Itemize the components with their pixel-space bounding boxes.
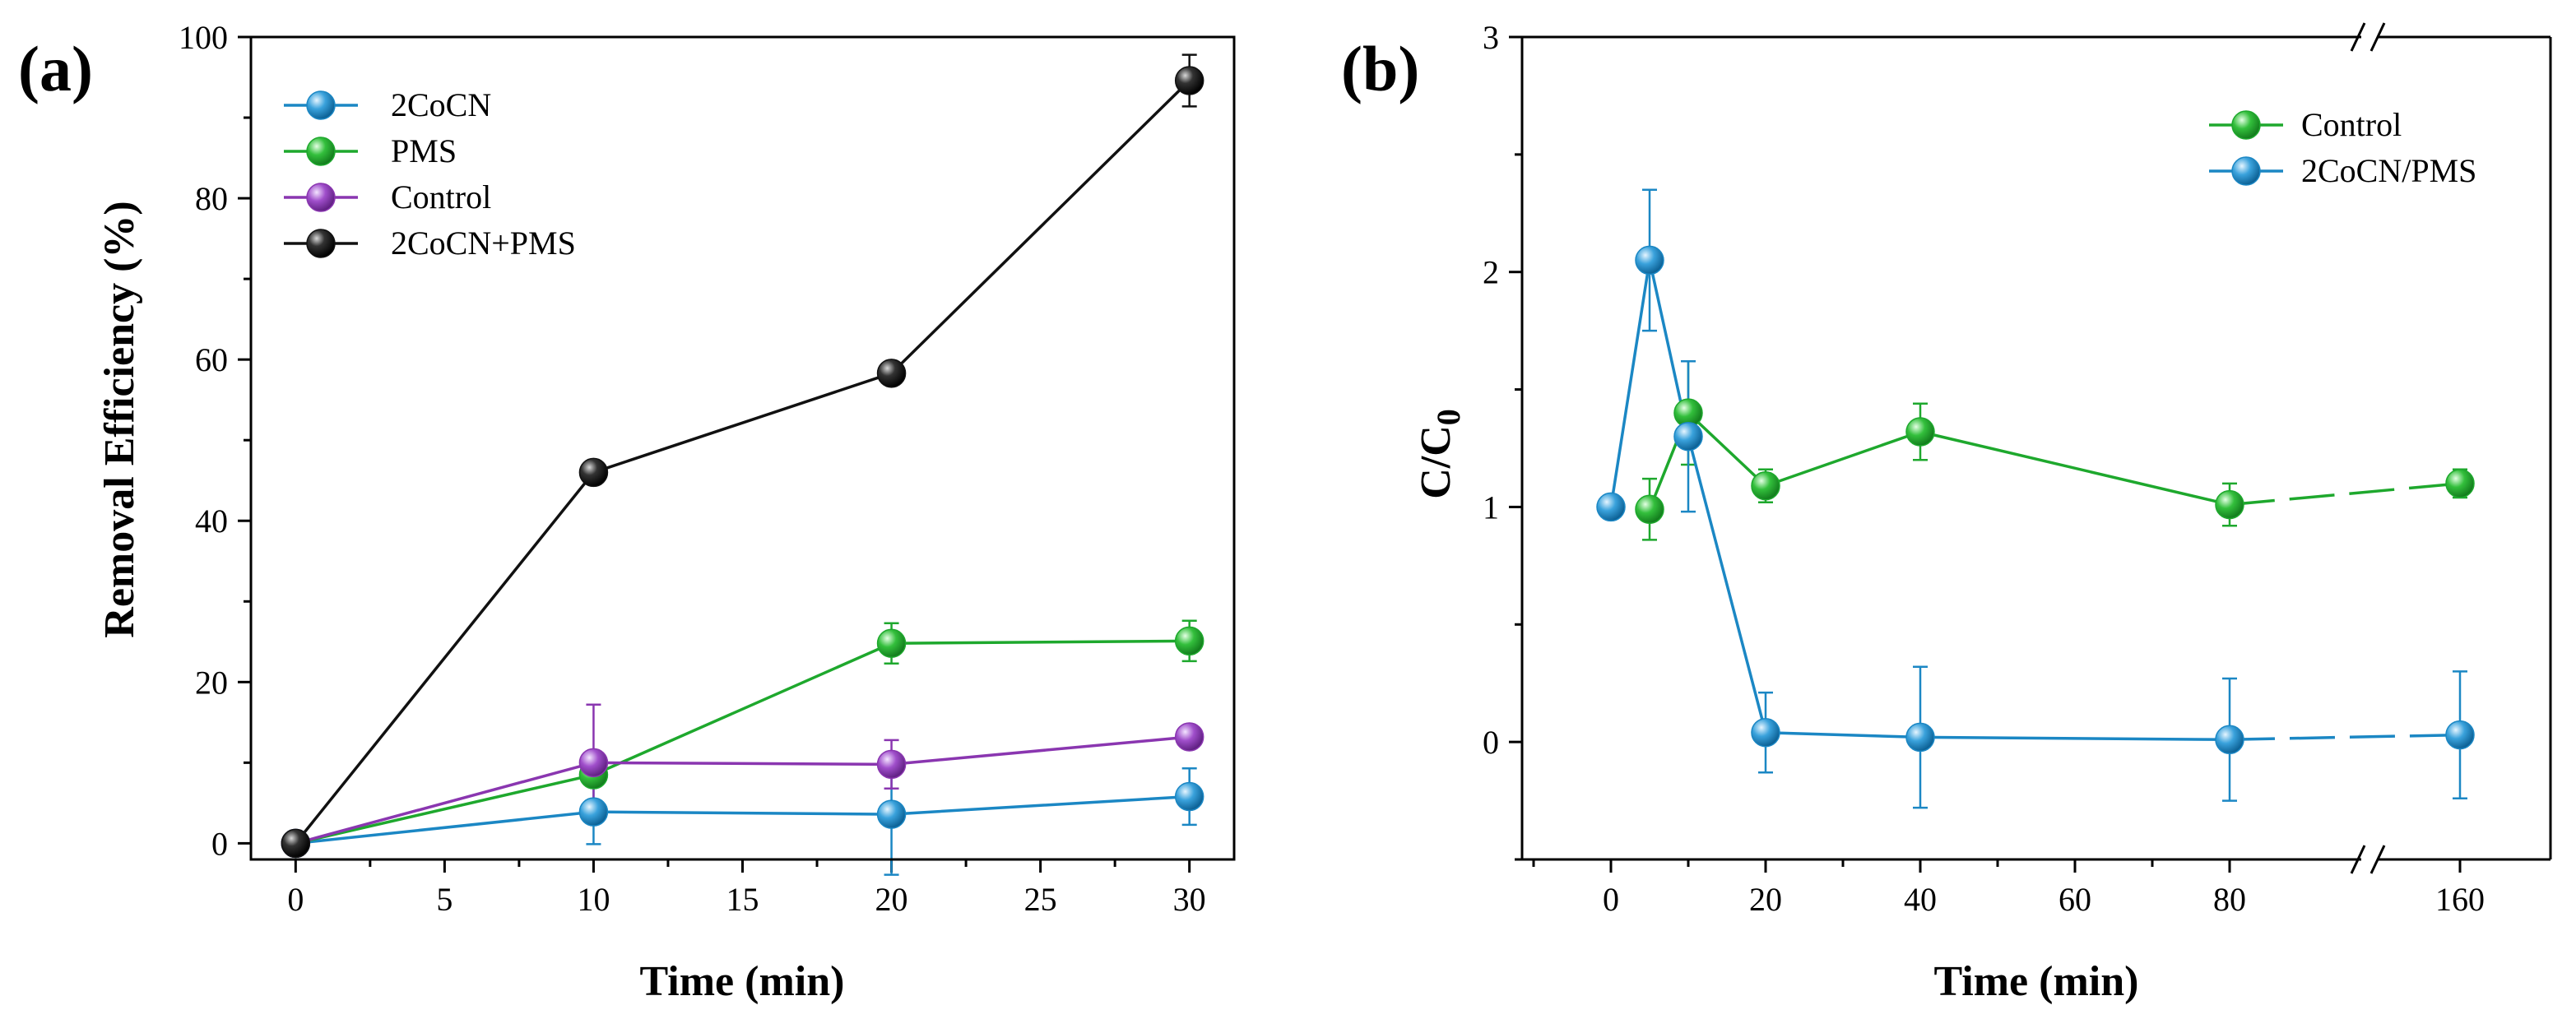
series-line-2cocn-pms — [2229, 733, 2461, 742]
data-point-control — [578, 748, 609, 778]
panel-b-xtick-label: 20 — [1749, 881, 1782, 918]
panel-b-ytick-label: 2 — [1483, 254, 1499, 291]
panel-b-yaxis-title-main: C/C — [1413, 425, 1460, 499]
data-point-2cocn-pms — [1673, 421, 1703, 452]
panel-b-xtick-label: 80 — [2213, 881, 2246, 918]
panel-b-ticks: 0 20 40 60 80 160 0 1 2 3 — [1483, 19, 2485, 918]
panel-a-xaxis-title: Time (min) — [640, 958, 845, 1005]
panel-b-ytick-label: 3 — [1483, 19, 1499, 56]
panel-b-axis-break-bottom — [2350, 845, 2386, 874]
data-point-2cocn — [876, 799, 907, 829]
data-point-2cocn-pms — [1905, 722, 1935, 753]
legend-marker-2cocn — [306, 90, 336, 120]
panel-a-xtick-label: 0 — [287, 881, 304, 918]
data-point-2cocn-pms — [1751, 717, 1780, 748]
panel-a-ytick-label: 80 — [195, 180, 228, 217]
panel-a-ticks: 0 5 10 15 20 25 30 0 20 40 60 80 100 — [179, 19, 1206, 918]
panel-a-series — [281, 53, 1204, 876]
data-point-2cocn — [1174, 781, 1204, 812]
data-point-2cocn-pms — [1635, 245, 1664, 276]
panel-b-yaxis-title-sub: 0 — [1430, 409, 1467, 425]
legend-label-pms: PMS — [391, 132, 457, 169]
data-point-control — [1751, 470, 1780, 501]
series-line-control — [1765, 430, 1921, 488]
series-line-pms — [295, 639, 1190, 845]
data-point-2cocn-pms — [2445, 720, 2475, 750]
panel-b-xtick-label: 40 — [1904, 881, 1937, 918]
panel-a: (a) 0 5 10 15 20 25 30 0 20 40 60 80 100 2CoCN PMS Con… — [18, 19, 1236, 1005]
data-point-control — [2445, 469, 2475, 498]
series-line-control — [1919, 430, 2230, 507]
series-line-2cocn-pms — [1765, 730, 1921, 739]
panel-a-ytick-label: 0 — [211, 825, 228, 862]
panel-b-ytick-label: 1 — [1483, 489, 1499, 526]
legend-label-2cocn-pms: 2CoCN/PMS — [2301, 152, 2476, 189]
data-point-2cocn-pms — [876, 359, 907, 388]
legend-label-2cocn: 2CoCN — [391, 86, 491, 123]
panel-b-xtick-label: 0 — [1603, 881, 1619, 918]
legend-marker-control — [306, 183, 336, 212]
panel-a-xtick-label: 30 — [1173, 881, 1206, 918]
panel-b-xtick-label: 160 — [2435, 881, 2485, 918]
data-point-2cocn — [578, 797, 609, 827]
data-point-control — [1174, 722, 1204, 752]
legend-label-2cocn-pms: 2CoCN+PMS — [391, 225, 576, 262]
panel-a-ytick-label: 20 — [195, 664, 228, 701]
panel-b: (b) 0 20 40 60 80 160 0 1 2 3 Control 2CoCN/PMS Ti… — [1341, 19, 2552, 1005]
data-point-2cocn-pms — [281, 828, 311, 859]
panel-a-label: (a) — [18, 33, 93, 104]
legend-marker-2cocn-pms — [2231, 156, 2261, 186]
panel-a-ytick-label: 40 — [195, 503, 228, 540]
data-point-2cocn-pms — [1174, 66, 1204, 95]
data-point-2cocn-pms — [578, 457, 609, 488]
panel-a-legend: 2CoCN PMS Control 2CoCN+PMS — [284, 86, 576, 262]
panel-a-xtick-label: 5 — [436, 881, 453, 918]
series-line-2cocn-pms — [1687, 436, 1767, 734]
data-point-pms — [1174, 626, 1204, 656]
panel-a-xtick-label: 25 — [1024, 881, 1057, 918]
series-line-control — [2229, 482, 2461, 507]
panel-b-xaxis-title: Time (min) — [1934, 958, 2139, 1005]
panel-a-plot-frame — [249, 35, 1236, 861]
panel-a-xtick-label: 10 — [577, 881, 610, 918]
series-line-2cocn-pms — [294, 79, 1191, 845]
data-point-control — [1635, 494, 1664, 525]
series-line-2cocn-pms — [1609, 260, 1651, 507]
legend-marker-control — [2231, 110, 2261, 140]
panel-a-ytick-label: 60 — [195, 341, 228, 378]
data-point-control — [876, 749, 907, 780]
legend-marker-2cocn-pms — [306, 229, 336, 258]
data-point-2cocn-pms — [2215, 725, 2244, 755]
legend-marker-pms — [306, 137, 336, 166]
panel-b-plot-frame — [1520, 35, 2552, 861]
data-point-control — [2215, 489, 2244, 520]
panel-a-ytick-label: 100 — [179, 19, 228, 56]
panel-b-xtick-label: 60 — [2058, 881, 2091, 918]
panel-a-xtick-label: 20 — [875, 881, 908, 918]
panel-b-axis-break-top — [2350, 22, 2386, 52]
series-line-2cocn — [295, 794, 1190, 845]
panel-b-ytick-label: 0 — [1483, 724, 1499, 761]
series-line-control — [1687, 411, 1767, 487]
panel-a-xtick-label: 15 — [726, 881, 759, 918]
data-point-control — [1905, 417, 1935, 447]
panel-b-label: (b) — [1341, 33, 1419, 104]
legend-label-control: Control — [391, 178, 491, 215]
series-line-control — [295, 735, 1190, 845]
panel-b-legend: Control 2CoCN/PMS — [2209, 106, 2476, 189]
series-line-2cocn-pms — [1919, 735, 2230, 742]
panel-a-yaxis-title: Removal Efficiency (%) — [96, 201, 143, 637]
data-point-pms — [876, 628, 907, 659]
panel-b-yaxis-title: C/C0 — [1413, 409, 1467, 499]
panel-b-series — [1596, 188, 2475, 809]
data-point-2cocn-pms — [1596, 492, 1626, 522]
legend-label-control: Control — [2301, 106, 2402, 143]
